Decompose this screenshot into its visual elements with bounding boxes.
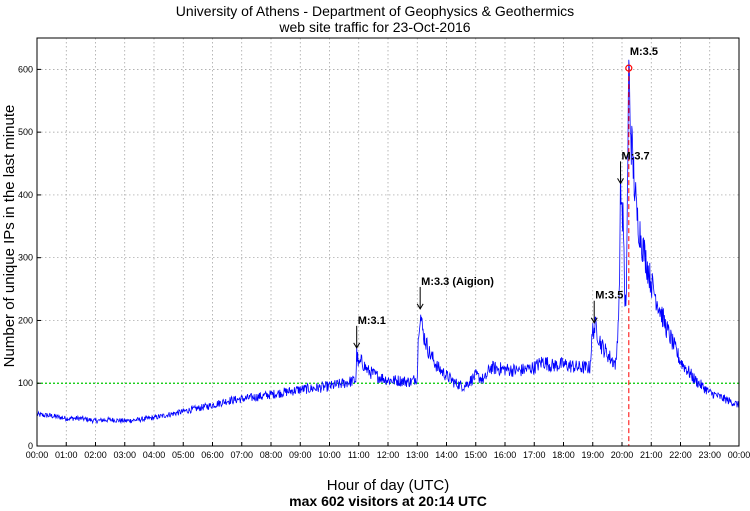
grid — [37, 38, 739, 446]
x-axis-label: Hour of day (UTC) — [327, 477, 450, 494]
x-tick-label: 17:00 — [523, 450, 546, 460]
y-tick-label: 200 — [18, 315, 33, 325]
y-ticks: 0 100 200 300 400 500 600 — [18, 64, 41, 451]
y-axis-label: Number of unique IPs in the last minute — [1, 105, 18, 368]
annotation-label: M:3.7 — [622, 150, 650, 162]
x-tick-label: 21:00 — [640, 450, 663, 460]
x-tick-label: 22:00 — [669, 450, 692, 460]
x-tick-label: 18:00 — [552, 450, 575, 460]
x-tick-label: 16:00 — [494, 450, 517, 460]
x-tick-label: 10:00 — [318, 450, 341, 460]
max-marker-group — [625, 64, 633, 446]
x-tick-label: 00:00 — [26, 450, 49, 460]
x-tick-label: 20:00 — [611, 450, 634, 460]
annotations: M:3.1 M:3.3 (Aigion) M:3.5 M:3.7 M:3.5 — [353, 46, 658, 349]
annotation-arrowhead — [353, 342, 361, 349]
annotation-arrowhead — [617, 178, 624, 185]
x-tick-label: 12:00 — [377, 450, 400, 460]
x-tick-label: 07:00 — [230, 450, 253, 460]
y-tick-label: 500 — [18, 127, 33, 137]
annotation-arrowhead — [416, 303, 424, 310]
series-line — [36, 59, 740, 425]
x-tick-label: 06:00 — [201, 450, 224, 460]
x-tick-label: 04:00 — [143, 450, 166, 460]
x-tick-label: 13:00 — [406, 450, 429, 460]
x-tick-label: 23:00 — [698, 450, 721, 460]
x-ticks: 00:00 01:00 02:00 03:00 04:00 05:00 06:00 07:00… — [26, 442, 750, 460]
y-tick-label: 300 — [18, 253, 33, 263]
x-tick-label: 11:00 — [348, 450, 370, 460]
annotation-label: M:3.5 — [595, 290, 623, 302]
x-axis-sublabel: max 602 visitors at 20:14 UTC — [289, 493, 487, 509]
x-tick-label: 08:00 — [260, 450, 283, 460]
x-tick-label: 00:00 — [728, 450, 750, 460]
max-point — [625, 64, 633, 72]
x-tick-label: 19:00 — [581, 450, 604, 460]
x-tick-label: 03:00 — [113, 450, 136, 460]
chart-title: University of Athens - Department of Geo… — [176, 3, 574, 19]
x-tick-label: 02:00 — [84, 450, 107, 460]
x-tick-label: 05:00 — [172, 450, 195, 460]
y-tick-label: 0 — [28, 441, 33, 451]
annotation-arrowhead — [590, 317, 598, 324]
x-tick-label: 01:00 — [55, 450, 78, 460]
y-tick-label: 100 — [18, 378, 33, 388]
x-tick-label: 15:00 — [464, 450, 487, 460]
annotation-label: M:3.3 (Aigion) — [421, 276, 494, 288]
annotation-label: M:3.1 — [358, 315, 386, 327]
x-tick-label: 14:00 — [435, 450, 458, 460]
annotation-label: M:3.5 — [630, 46, 658, 58]
x-tick-label: 09:00 — [289, 450, 312, 460]
y-tick-label: 600 — [18, 64, 33, 74]
y-tick-label: 400 — [18, 190, 33, 200]
chart-subtitle: web site traffic for 23-Oct-2016 — [278, 19, 470, 35]
series-group — [36, 59, 740, 425]
